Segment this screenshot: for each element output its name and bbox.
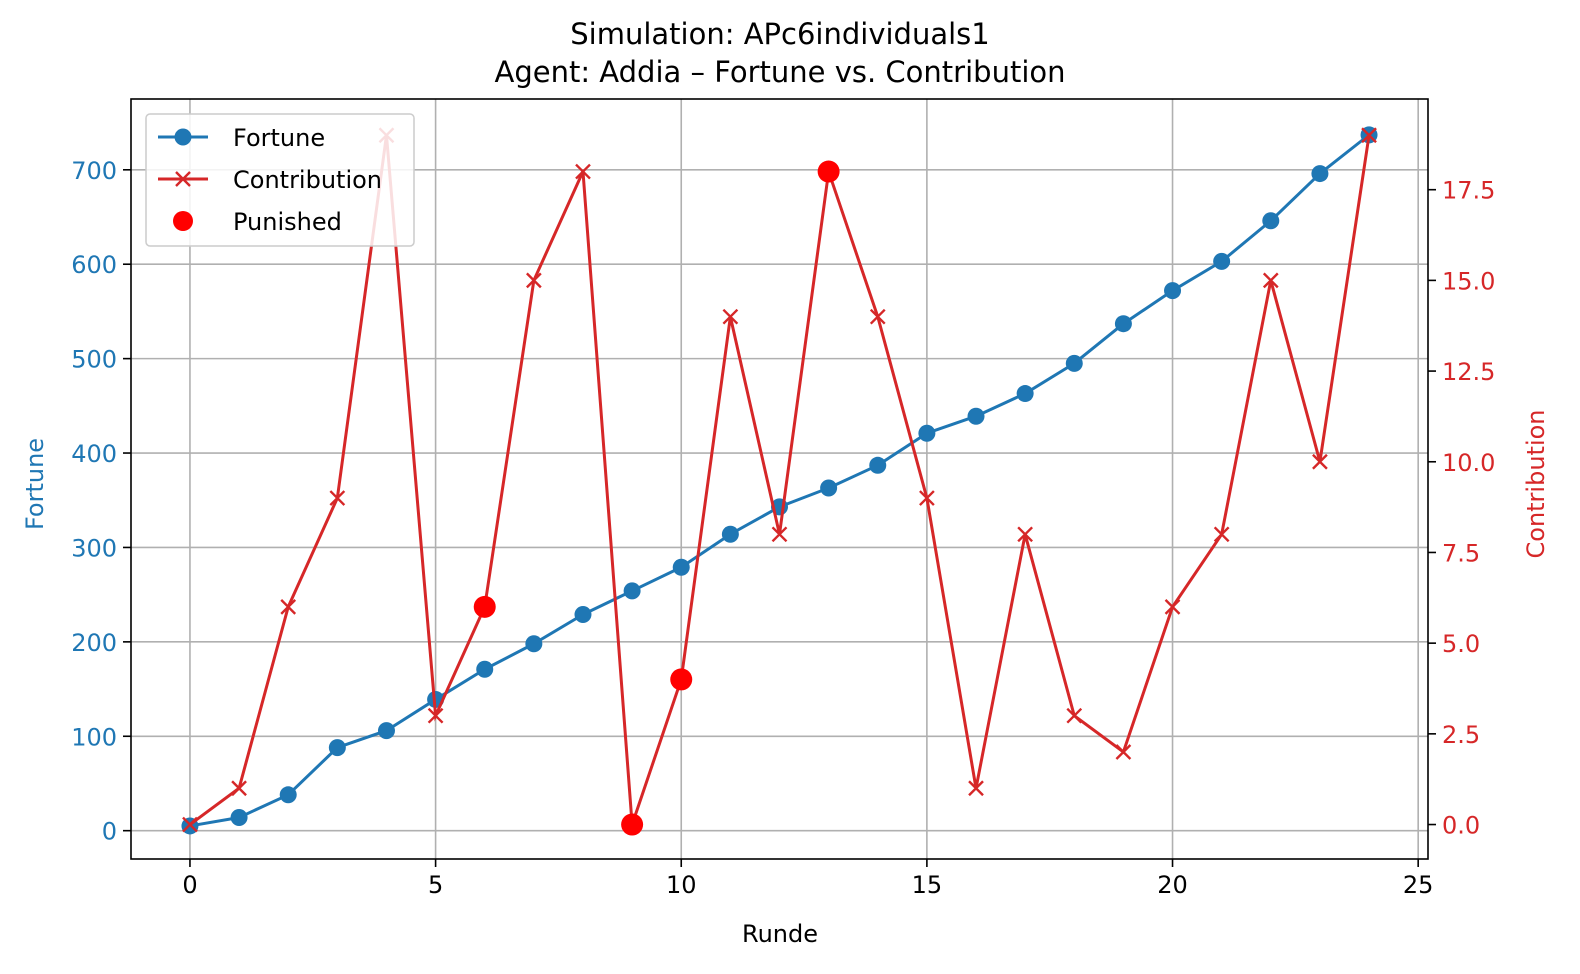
y-left-tick-label: 100	[71, 723, 117, 751]
punished-point	[473, 595, 496, 618]
y-left-tick-label: 600	[71, 251, 117, 279]
fortune-point	[869, 456, 887, 474]
legend-entry-punished: Punished	[173, 208, 342, 236]
x-tick-label: 0	[182, 871, 197, 899]
contribution-point	[231, 780, 247, 797]
y-right-tick-label: 10.0	[1442, 449, 1495, 477]
y-right-tick-label: 17.5	[1442, 177, 1495, 205]
fortune-point	[672, 558, 690, 576]
contribution-point	[771, 526, 788, 543]
contribution-point	[869, 308, 886, 325]
y-left-tick-label: 200	[71, 629, 117, 657]
legend-marker-x	[175, 171, 191, 187]
contribution-point	[1164, 599, 1181, 615]
fortune-point	[721, 525, 739, 543]
fortune-point	[1213, 252, 1231, 270]
fortune-point	[328, 739, 346, 757]
contribution-point	[575, 163, 591, 180]
x-axis-label: Runde	[742, 920, 818, 948]
legend-entry-contribution: Contribution	[158, 166, 382, 194]
punished-point	[670, 668, 693, 691]
fortune-point	[377, 722, 395, 740]
legend-label-punished: Punished	[233, 208, 342, 236]
x-tick-label: 20	[1157, 871, 1188, 899]
fortune-point	[1311, 165, 1329, 183]
fortune-point	[476, 660, 494, 678]
fortune-point	[230, 808, 248, 826]
y-right-tick-label: 15.0	[1442, 267, 1495, 295]
y-axis-left-label: Fortune	[21, 438, 49, 530]
y-left-tick-label: 700	[71, 157, 117, 185]
x-tick-label: 10	[666, 871, 697, 899]
contribution-point	[1066, 707, 1083, 724]
y-left-tick-label: 400	[71, 440, 117, 468]
axes: 0 5 10 15 20 25 0 100 200 300 400 500 600 700 0.0 2.5 5.…	[71, 157, 1495, 899]
contribution-point	[1115, 744, 1132, 760]
contribution-point	[1361, 127, 1377, 144]
fortune-point	[623, 582, 641, 600]
fortune-point	[918, 424, 936, 442]
fortune-point	[525, 635, 543, 653]
legend-marker-circle	[174, 128, 192, 146]
contribution-point	[722, 308, 739, 325]
contribution-point	[329, 490, 346, 506]
contribution-point	[182, 816, 198, 833]
chart-subtitle: Agent: Addia – Fortune vs. Contribution	[494, 55, 1065, 89]
contribution-point	[526, 272, 542, 289]
fortune-point	[1065, 354, 1083, 372]
legend-marker-dot	[173, 211, 193, 231]
legend: Fortune Contribution Punished	[145, 113, 415, 247]
y-right-tick-label: 5.0	[1442, 630, 1480, 658]
plot-frame	[130, 98, 1429, 860]
fortune-point	[574, 605, 592, 623]
legend-box	[145, 113, 415, 247]
fortune-point	[1114, 315, 1132, 333]
fortune-point	[967, 407, 985, 425]
y-right-tick-label: 12.5	[1442, 358, 1495, 386]
punished-point	[817, 160, 840, 183]
x-tick-label: 15	[912, 871, 943, 899]
chart-title: Simulation: APc6individuals1	[570, 17, 989, 51]
fortune-point	[1164, 282, 1182, 300]
y-right-tick-label: 0.0	[1442, 812, 1480, 840]
punished-point	[621, 813, 644, 836]
contribution-point	[280, 599, 297, 615]
y-axis-right-label: Contribution	[1522, 409, 1550, 558]
contribution-point	[1262, 272, 1279, 289]
x-tick-label: 25	[1403, 871, 1434, 899]
contribution-point	[427, 707, 444, 724]
y-right-tick-label: 2.5	[1442, 721, 1480, 749]
contribution-point	[968, 780, 984, 797]
contribution-point	[1312, 453, 1328, 470]
y-left-tick-label: 500	[71, 346, 117, 374]
contribution-point	[919, 490, 935, 506]
fortune-point	[1016, 385, 1034, 403]
contribution-point	[1213, 526, 1230, 543]
fortune-point	[1262, 212, 1280, 230]
y-left-tick-label: 300	[71, 534, 117, 562]
fortune-point	[820, 479, 838, 497]
legend-entry-fortune: Fortune	[158, 124, 325, 152]
y-left-tick-label: 0	[102, 818, 117, 846]
fortune-point	[279, 786, 297, 804]
x-tick-label: 5	[428, 871, 443, 899]
legend-label-fortune: Fortune	[233, 124, 325, 152]
legend-label-contribution: Contribution	[233, 166, 382, 194]
contribution-point	[1017, 526, 1033, 543]
y-right-tick-label: 7.5	[1442, 539, 1480, 567]
